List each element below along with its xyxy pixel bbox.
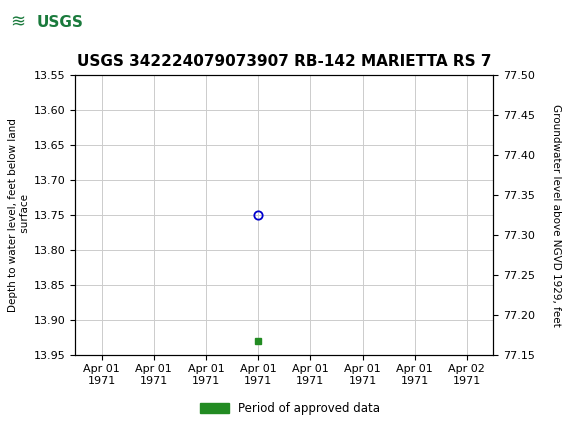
Y-axis label: Groundwater level above NGVD 1929, feet: Groundwater level above NGVD 1929, feet xyxy=(552,104,561,326)
Text: USGS: USGS xyxy=(37,15,84,30)
Y-axis label: Depth to water level, feet below land
 surface: Depth to water level, feet below land su… xyxy=(8,118,30,312)
Legend: Period of approved data: Period of approved data xyxy=(195,397,385,420)
Title: USGS 342224079073907 RB-142 MARIETTA RS 7: USGS 342224079073907 RB-142 MARIETTA RS … xyxy=(77,53,491,68)
Text: ≋: ≋ xyxy=(10,14,26,31)
FancyBboxPatch shape xyxy=(5,5,95,40)
